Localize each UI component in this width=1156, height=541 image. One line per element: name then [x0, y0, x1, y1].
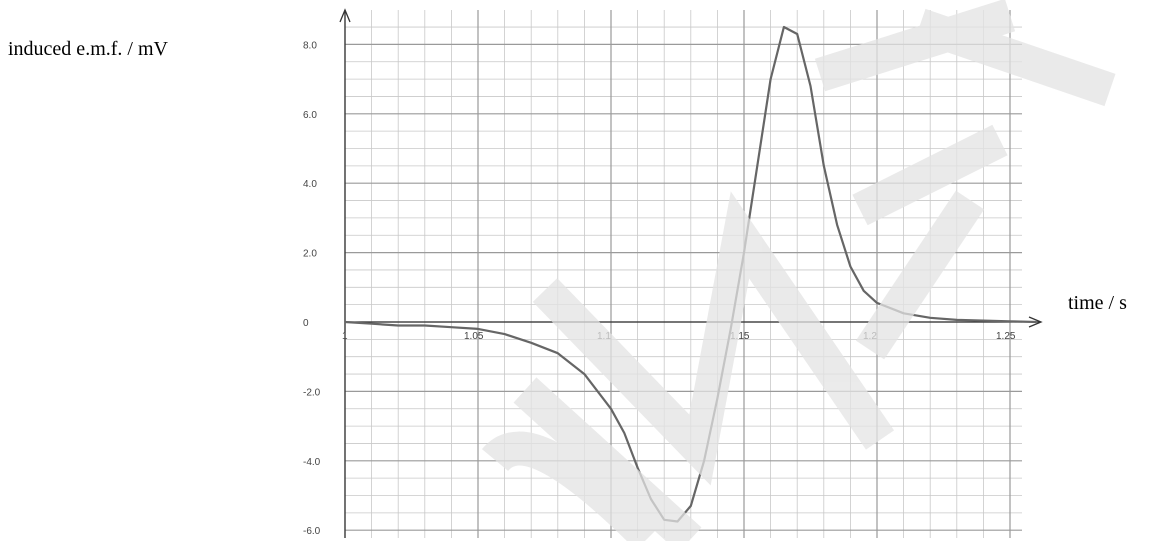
grid-minor: [345, 10, 1022, 538]
tick-labels: 8.0 6.0 4.0 2.0 0 -2.0 -4.0 -6.0 1 1.05 1.1 1.15 1.2…: [303, 40, 1016, 537]
y-axis-arrow: [339, 8, 351, 23]
x-tick-label: 1.1: [597, 331, 611, 342]
y-tick-label: 2.0: [303, 249, 317, 260]
y-tick-label: 6.0: [303, 110, 317, 121]
y-tick-label: -4.0: [303, 457, 321, 468]
x-tick-label: 1.05: [464, 331, 484, 342]
x-tick-label: 1.15: [730, 331, 750, 342]
y-tick-label: 0: [303, 318, 309, 329]
grid-major: [344, 10, 1022, 538]
y-tick-label: 4.0: [303, 179, 317, 190]
x-axis-arrow: [1028, 316, 1043, 328]
y-axis-label: induced e.m.f. / mV: [8, 38, 168, 60]
y-tick-label: -6.0: [303, 526, 321, 537]
x-tick-label: 1.25: [996, 331, 1016, 342]
x-tick-label: 1.2: [863, 331, 877, 342]
x-axis-label: time / s: [1068, 292, 1127, 314]
y-tick-label: 8.0: [303, 40, 317, 51]
x-tick-label: 1: [342, 331, 348, 342]
y-tick-label: -2.0: [303, 387, 321, 398]
